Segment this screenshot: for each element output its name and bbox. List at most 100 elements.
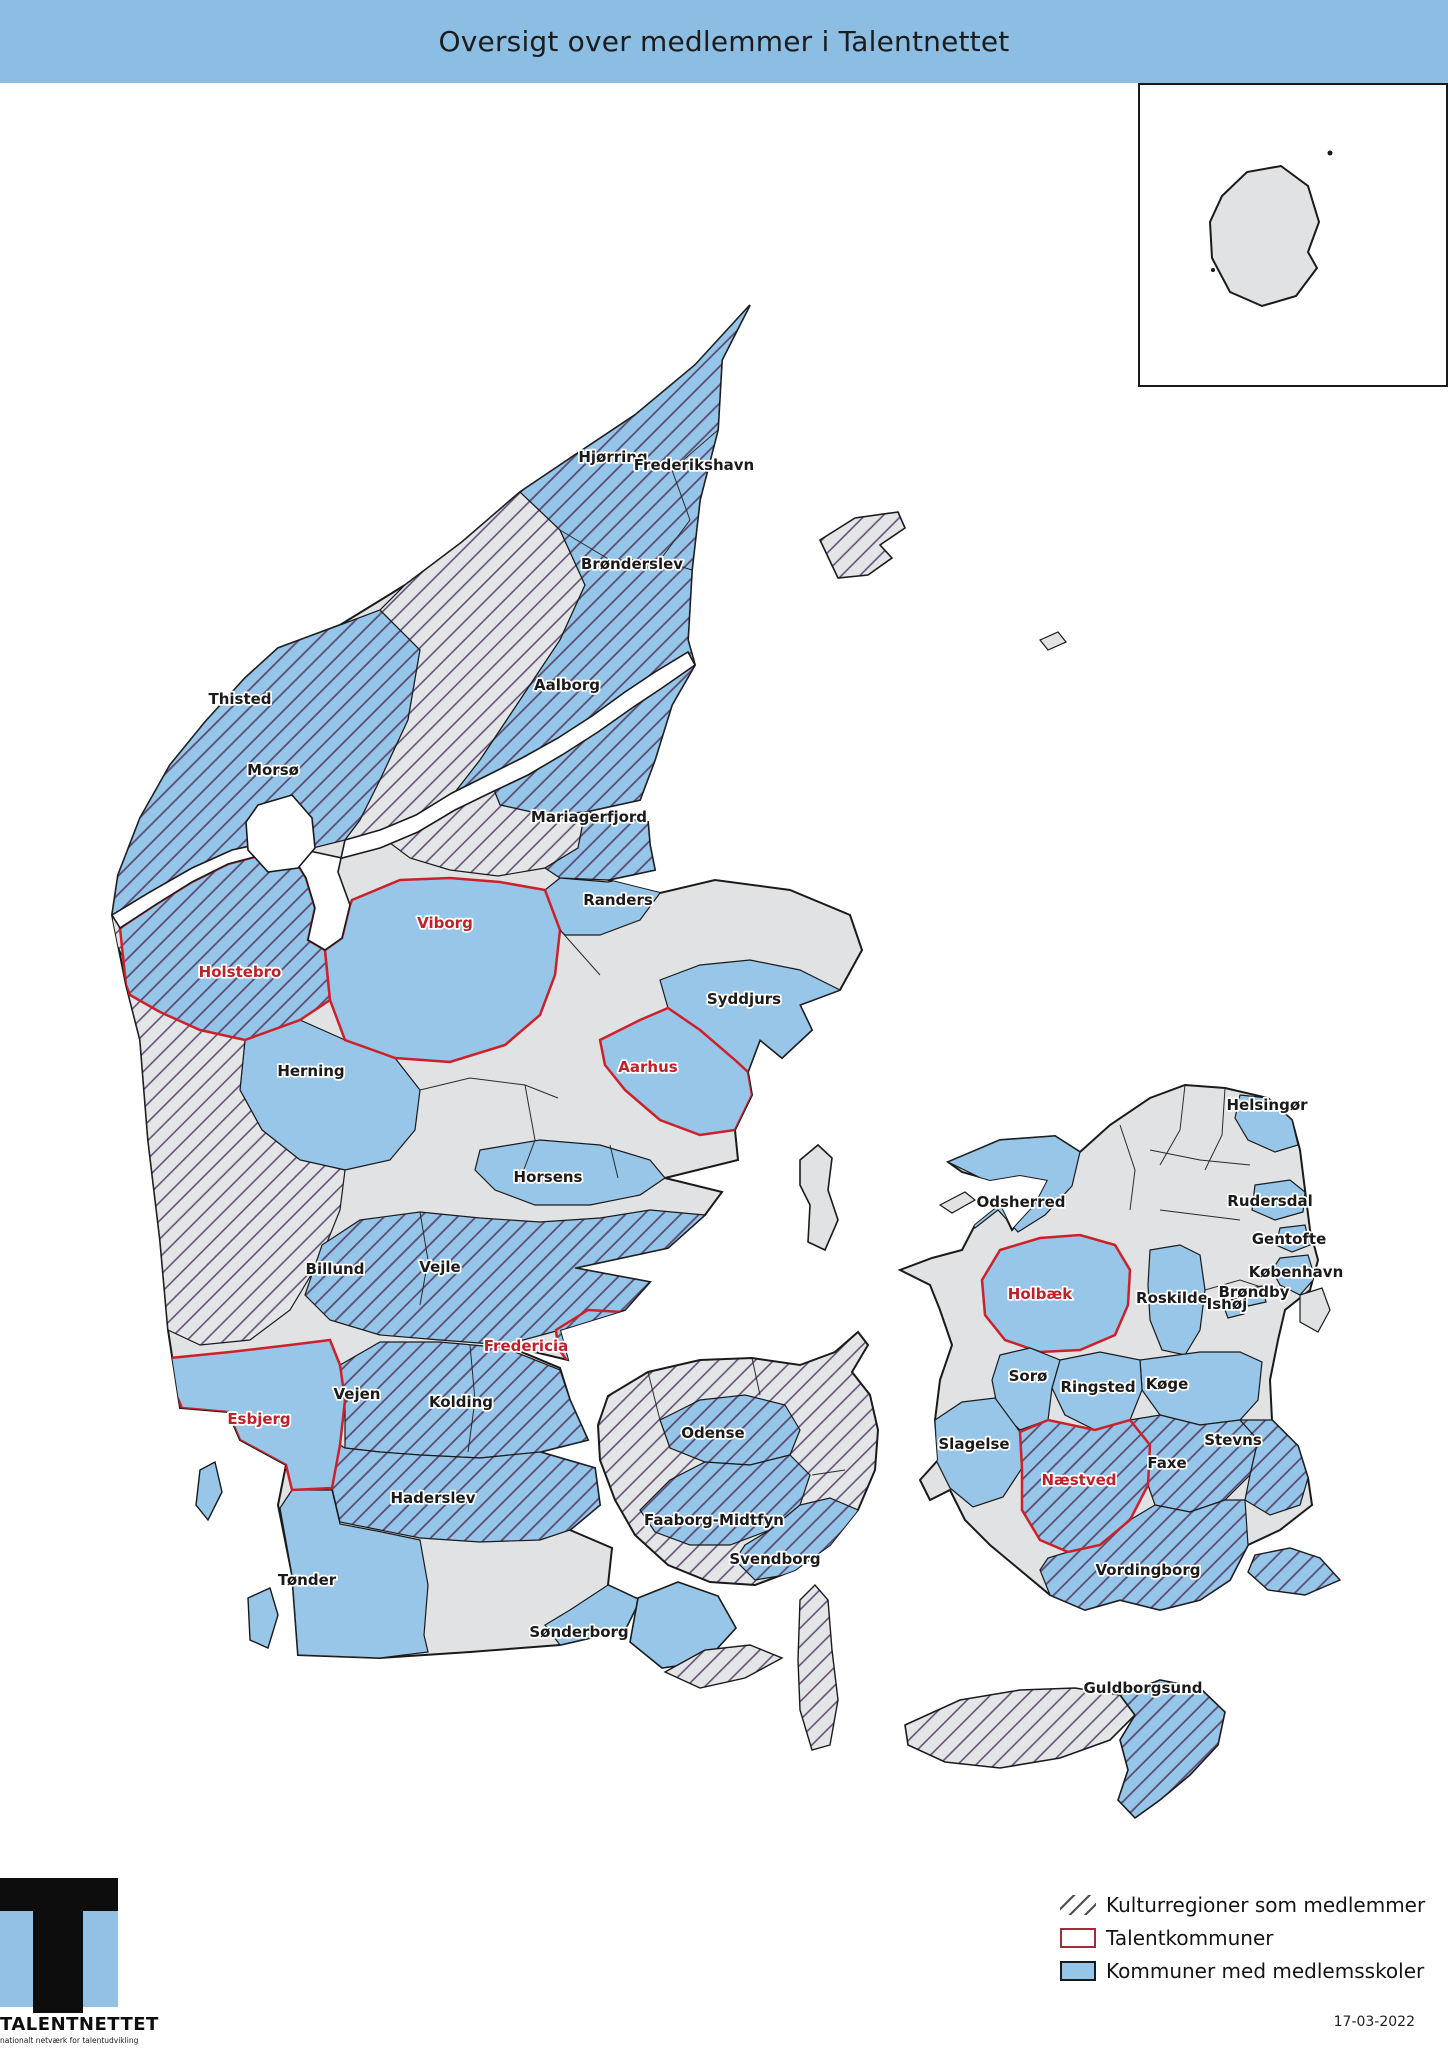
region-tonder: [279, 1489, 429, 1658]
map-label: Viborg: [417, 914, 473, 932]
region-slagelse: [934, 1397, 1023, 1508]
legend-row-kulturregioner: Kulturregioner som medlemmer: [1060, 1893, 1440, 1917]
region-helsingor: [1234, 1094, 1299, 1153]
map-label: Roskilde: [1136, 1289, 1208, 1307]
region-ishoj: [1221, 1297, 1245, 1319]
map-label: Esbjerg: [227, 1410, 290, 1428]
region-vejen-kolding: [339, 1341, 589, 1459]
red-outline-swatch: [1060, 1928, 1096, 1948]
region-ringsted: [1051, 1351, 1143, 1431]
region-roskilde: [1147, 1244, 1206, 1356]
region-haderslev: [331, 1444, 601, 1543]
map-label: Holbæk: [1008, 1285, 1073, 1303]
region-ringkobing: [125, 984, 346, 1346]
region-rudersdal: [1251, 1179, 1306, 1221]
zealand-inner-borders: [1119, 1085, 1271, 1291]
mors-island: [245, 794, 316, 873]
map-label: Aalborg: [534, 676, 600, 694]
funen: [596, 1330, 880, 1587]
lolland-island: [904, 1687, 1137, 1769]
map-label: Kolding: [429, 1393, 493, 1411]
title-bar: Oversigt over medlemmer i Talentnettet: [0, 0, 1448, 83]
map-label: Aarhus: [618, 1058, 677, 1076]
als-island: [629, 1581, 737, 1669]
region-brondby: [1241, 1285, 1267, 1307]
region-thisted: [112, 609, 421, 917]
logo-title: TALENTNETTET: [0, 2014, 159, 2035]
map-label: Horsens: [514, 1168, 583, 1186]
region-kobenhavn: [1271, 1254, 1316, 1296]
map-label: Køge: [1146, 1375, 1189, 1393]
jutland-inner-borders: [419, 429, 719, 1453]
map-label: Slagelse: [938, 1435, 1009, 1453]
legend-label: Talentkommuner: [1106, 1926, 1274, 1950]
region-holbaek: [980, 1233, 1132, 1354]
region-vendsyssel: [444, 305, 751, 811]
zealand: [897, 1083, 1320, 1612]
region-faaborg-midtfyn: [639, 1454, 811, 1546]
map-label: Frederikshavn: [634, 456, 754, 474]
map-label: Vejle: [419, 1258, 460, 1276]
region-vordingborg: [1039, 1499, 1249, 1610]
map-label: Fredericia: [484, 1337, 568, 1355]
map-label: Syddjurs: [707, 990, 781, 1008]
anholt-island: [1039, 631, 1067, 651]
region-mariagerfjord: [543, 811, 656, 881]
legend-label: Kulturregioner som medlemmer: [1106, 1893, 1426, 1917]
region-billund-vejle: [304, 1209, 707, 1346]
map-label: Gentofte: [1252, 1230, 1327, 1248]
falster-island: [1117, 1679, 1226, 1820]
map-label: Tønder: [278, 1571, 337, 1589]
legend-row-medlemsskoler: Kommuner med medlemsskoler: [1060, 1959, 1440, 1983]
region-faxe: [1128, 1414, 1259, 1513]
region-horsens: [474, 1139, 666, 1206]
region-aalborg: [487, 651, 696, 816]
limfjord: [110, 650, 697, 951]
aero-island: [663, 1644, 784, 1689]
map-label: Haderslev: [390, 1489, 475, 1507]
logo-mark: [0, 1878, 118, 2013]
map-label: Sorø: [1009, 1367, 1048, 1385]
map-label: Morsø: [247, 761, 299, 779]
map-label: Hjørring: [578, 448, 647, 466]
map-label: Næstved: [1041, 1471, 1116, 1489]
map-label: Ringsted: [1060, 1378, 1135, 1396]
map-label: Holstebro: [199, 963, 282, 981]
region-sonderborg-mainland: [544, 1584, 641, 1646]
blue-fill-swatch: [1060, 1961, 1096, 1981]
map-label: Helsingør: [1226, 1096, 1308, 1114]
legend-row-talentkommuner: Talentkommuner: [1060, 1926, 1440, 1950]
region-odense: [659, 1394, 801, 1466]
funen-base: [596, 1330, 880, 1587]
map-label: Herning: [277, 1062, 344, 1080]
talentnettet-logo: TALENTNETTET nationalt netværk for talen…: [0, 1878, 159, 2045]
map-label: Thisted: [208, 690, 271, 708]
region-himmerland: [385, 774, 586, 877]
map-label: Randers: [583, 891, 653, 909]
region-fredericia: [554, 1308, 628, 1364]
map-label: Stevns: [1204, 1431, 1262, 1449]
map-label: Ishøj: [1207, 1295, 1248, 1313]
region-lemvig: [112, 869, 206, 962]
map-label: Brønderslev: [581, 555, 683, 573]
map-label: Brøndby: [1218, 1283, 1289, 1301]
map-label: Odense: [681, 1424, 744, 1442]
map-label: Faxe: [1147, 1454, 1186, 1472]
legend: Kulturregioner som medlemmer Talentkommu…: [1060, 1893, 1440, 1992]
region-odsherred: [946, 1135, 1081, 1233]
map-label: Mariagerfjord: [531, 808, 647, 826]
jutland-base: [110, 304, 864, 1660]
langeland-island: [797, 1583, 839, 1751]
jutland: [110, 304, 864, 1660]
zealand-base: [897, 1083, 1320, 1612]
region-koge: [1139, 1351, 1263, 1426]
region-jammerbugt: [343, 491, 586, 849]
map-label: Odsherred: [977, 1193, 1066, 1211]
region-stevns: [1238, 1419, 1309, 1516]
region-holstebro: [118, 853, 332, 1042]
region-syddjurs: [659, 959, 842, 1074]
map-label: Rudersdal: [1227, 1192, 1312, 1210]
region-naestved: [1018, 1418, 1152, 1554]
